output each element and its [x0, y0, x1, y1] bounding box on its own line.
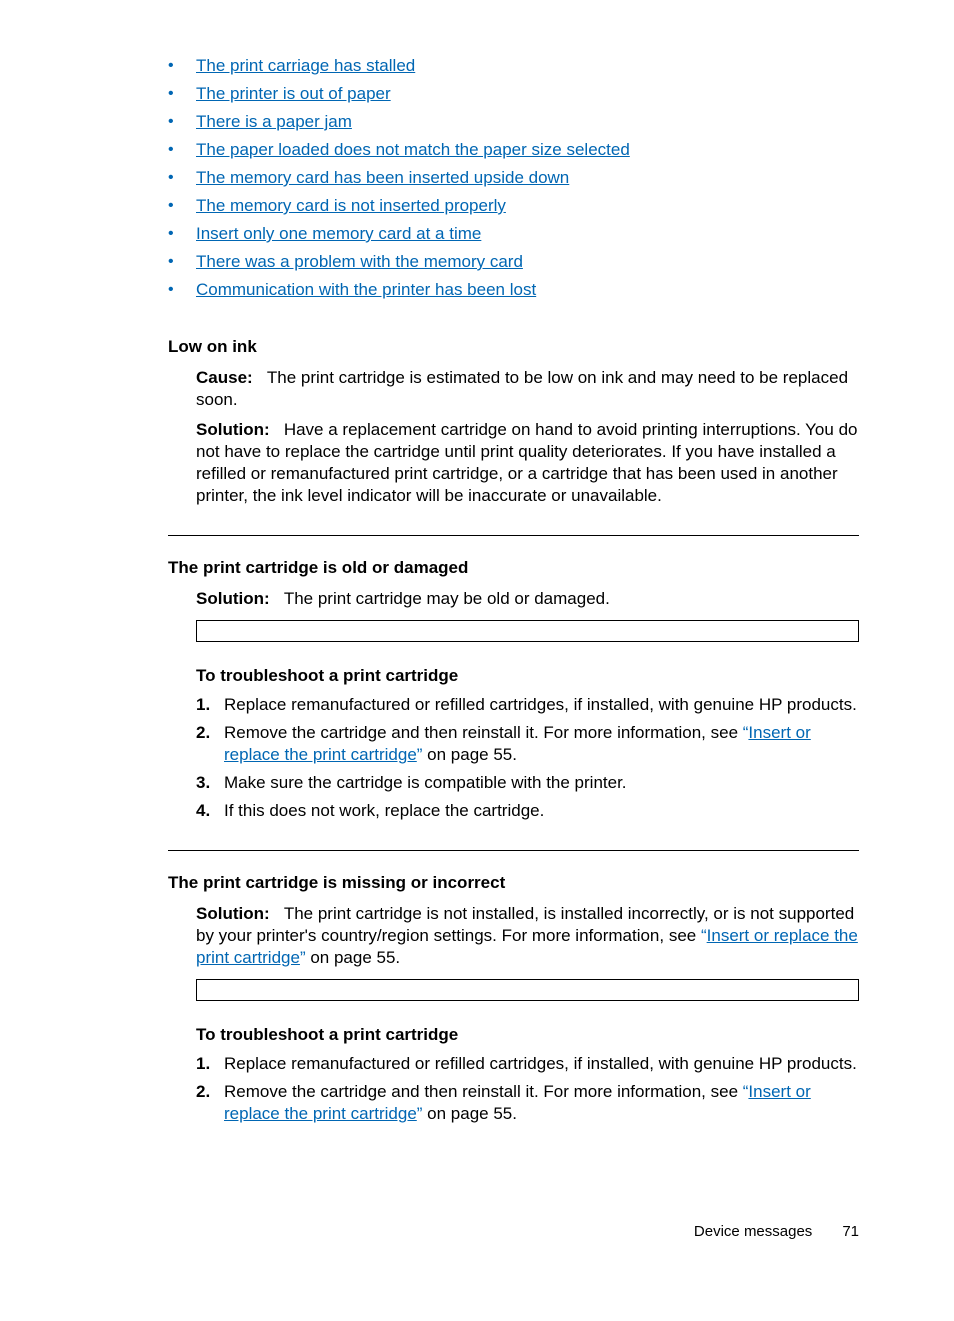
bullet-icon: • — [168, 167, 196, 189]
solution-label: Solution: — [196, 420, 270, 439]
step-text: Replace remanufactured or refilled cartr… — [224, 694, 857, 716]
list-item: • The paper loaded does not match the pa… — [168, 139, 859, 161]
step-number: 1. — [196, 1053, 224, 1075]
topic-link[interactable]: There is a paper jam — [196, 111, 352, 133]
bullet-icon: • — [168, 279, 196, 301]
bullet-icon: • — [168, 223, 196, 245]
bullet-icon: • — [168, 139, 196, 161]
list-item: 1. Replace remanufactured or refilled ca… — [196, 1053, 859, 1075]
list-item: • There is a paper jam — [168, 111, 859, 133]
topic-link[interactable]: The printer is out of paper — [196, 83, 391, 105]
divider — [168, 535, 859, 536]
cause-label: Cause: — [196, 368, 253, 387]
list-item: 3. Make sure the cartridge is compatible… — [196, 772, 859, 794]
list-item: • The memory card has been inserted upsi… — [168, 167, 859, 189]
note-box — [196, 979, 859, 1001]
section-cartridge-old: The print cartridge is old or damaged So… — [168, 558, 859, 822]
topic-link[interactable]: The memory card has been inserted upside… — [196, 167, 569, 189]
list-item: 2. Remove the cartridge and then reinsta… — [196, 722, 859, 766]
step-number: 4. — [196, 800, 224, 822]
step-text: Replace remanufactured or refilled cartr… — [224, 1053, 857, 1075]
section-body: Solution: The print cartridge is not ins… — [168, 903, 859, 1125]
list-item: • Communication with the printer has bee… — [168, 279, 859, 301]
step-number: 3. — [196, 772, 224, 794]
step-number: 2. — [196, 722, 224, 744]
solution-paragraph: Solution: The print cartridge is not ins… — [196, 903, 859, 969]
solution-paragraph: Solution: Have a replacement cartridge o… — [196, 419, 859, 507]
topic-link-list: • The print carriage has stalled • The p… — [168, 55, 859, 301]
footer-label: Device messages — [694, 1223, 812, 1240]
section-body: Cause: The print cartridge is estimated … — [168, 367, 859, 507]
numbered-list: 1. Replace remanufactured or refilled ca… — [196, 1053, 859, 1125]
list-item: • The printer is out of paper — [168, 83, 859, 105]
topic-link[interactable]: Communication with the printer has been … — [196, 279, 536, 301]
topic-link[interactable]: There was a problem with the memory card — [196, 251, 523, 273]
list-item: • The print carriage has stalled — [168, 55, 859, 77]
step-text: Make sure the cartridge is compatible wi… — [224, 772, 627, 794]
topic-link[interactable]: The memory card is not inserted properly — [196, 195, 506, 217]
cause-paragraph: Cause: The print cartridge is estimated … — [196, 367, 859, 411]
troubleshoot-heading: To troubleshoot a print cartridge — [196, 1025, 859, 1045]
section-heading: The print cartridge is old or damaged — [168, 558, 859, 578]
page-content: • The print carriage has stalled • The p… — [0, 55, 954, 1125]
section-heading: Low on ink — [168, 337, 859, 357]
note-box — [196, 620, 859, 642]
solution-text: The print cartridge is not installed, is… — [196, 904, 858, 967]
topic-link[interactable]: The print carriage has stalled — [196, 55, 415, 77]
solution-text: The print cartridge may be old or damage… — [284, 589, 610, 608]
solution-paragraph: Solution: The print cartridge may be old… — [196, 588, 859, 610]
list-item: 2. Remove the cartridge and then reinsta… — [196, 1081, 859, 1125]
bullet-icon: • — [168, 195, 196, 217]
step-text: If this does not work, replace the cartr… — [224, 800, 544, 822]
step-text: Remove the cartridge and then reinstall … — [224, 1081, 859, 1125]
section-heading: The print cartridge is missing or incorr… — [168, 873, 859, 893]
solution-label: Solution: — [196, 589, 270, 608]
page-footer: Device messages 71 — [0, 1153, 954, 1280]
topic-link[interactable]: The paper loaded does not match the pape… — [196, 139, 630, 161]
topic-link[interactable]: Insert only one memory card at a time — [196, 223, 481, 245]
bullet-icon: • — [168, 111, 196, 133]
list-item: • Insert only one memory card at a time — [168, 223, 859, 245]
section-low-on-ink: Low on ink Cause: The print cartridge is… — [168, 337, 859, 507]
bullet-icon: • — [168, 251, 196, 273]
troubleshoot-heading: To troubleshoot a print cartridge — [196, 666, 859, 686]
step-number: 1. — [196, 694, 224, 716]
step-number: 2. — [196, 1081, 224, 1103]
list-item: • There was a problem with the memory ca… — [168, 251, 859, 273]
footer-page-number: 71 — [842, 1223, 859, 1240]
list-item: 4. If this does not work, replace the ca… — [196, 800, 859, 822]
list-item: 1. Replace remanufactured or refilled ca… — [196, 694, 859, 716]
section-body: Solution: The print cartridge may be old… — [168, 588, 859, 822]
bullet-icon: • — [168, 83, 196, 105]
divider — [168, 850, 859, 851]
list-item: • The memory card is not inserted proper… — [168, 195, 859, 217]
solution-text: Have a replacement cartridge on hand to … — [196, 420, 857, 505]
section-cartridge-missing: The print cartridge is missing or incorr… — [168, 873, 859, 1125]
bullet-icon: • — [168, 55, 196, 77]
step-text: Remove the cartridge and then reinstall … — [224, 722, 859, 766]
solution-label: Solution: — [196, 904, 270, 923]
numbered-list: 1. Replace remanufactured or refilled ca… — [196, 694, 859, 822]
cause-text: The print cartridge is estimated to be l… — [196, 368, 848, 409]
